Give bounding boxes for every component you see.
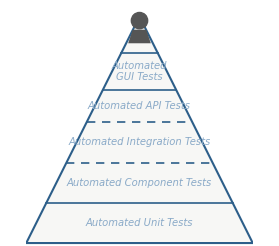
Text: Automated
GUI Tests: Automated GUI Tests: [112, 61, 167, 82]
Text: Automated API Tests: Automated API Tests: [88, 101, 191, 111]
Polygon shape: [26, 16, 253, 243]
Text: Automated Integration Tests: Automated Integration Tests: [68, 137, 211, 147]
Circle shape: [131, 13, 148, 29]
Text: Automated Component Tests: Automated Component Tests: [67, 178, 212, 188]
Text: Automated Unit Tests: Automated Unit Tests: [86, 218, 193, 228]
Polygon shape: [128, 30, 151, 43]
